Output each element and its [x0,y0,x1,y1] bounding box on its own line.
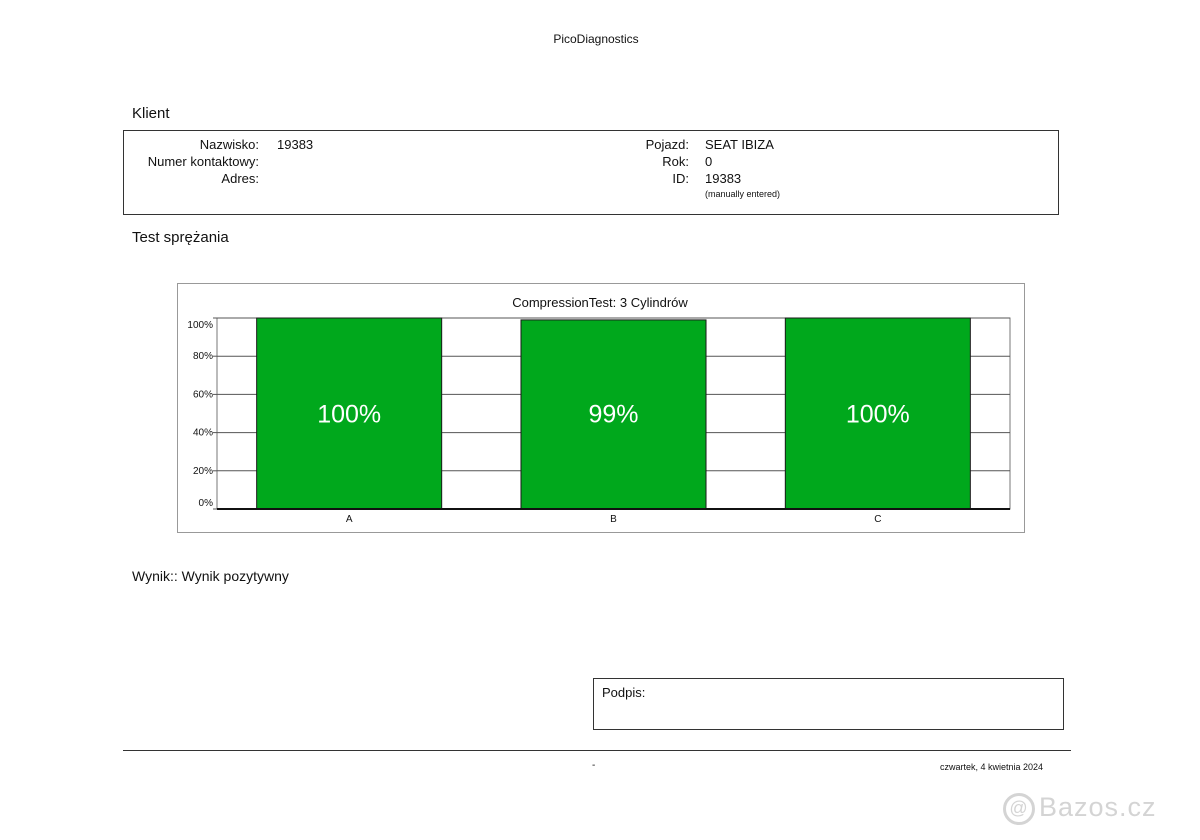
y-tick-label: 60% [193,389,213,400]
field-value: 0 [705,154,713,169]
client-info-box [123,130,1059,215]
field-value: 19383 [705,171,742,186]
watermark-text: Bazos.cz [1039,792,1157,822]
test-section-title: Test sprężania [132,229,229,246]
field-label: Pojazd: [645,137,689,152]
bar-value-label: 99% [588,401,638,429]
field-label: Adres: [221,171,259,186]
chart-frame [177,283,1025,533]
field-value: SEAT IBIZA [705,137,774,152]
bar-value-label: 100% [317,401,381,429]
field-label: Nazwisko: [199,137,259,152]
y-tick-label: 100% [187,320,213,331]
bar [256,317,443,510]
id-note: (manually entered) [705,189,781,199]
client-section-title: Klient [132,105,170,122]
x-tick-label: B [610,514,617,525]
y-tick-label: 80% [193,351,213,362]
footer-page-marker: - [592,760,596,771]
field-label: Rok: [662,154,689,169]
bar [784,317,971,510]
footer-date: czwartek, 4 kwietnia 2024 [940,762,1044,772]
y-tick-label: 20% [193,466,213,477]
chart-title: CompressionTest: 3 Cylindrów [512,295,688,310]
field-label: Numer kontaktowy: [147,154,259,169]
bar-value-label: 100% [846,401,910,429]
field-value: 19383 [277,137,314,152]
y-tick-label: 40% [193,428,213,439]
x-tick-label: A [346,514,353,525]
field-label: ID: [672,171,689,186]
bar [520,319,707,510]
y-tick-label: 0% [199,498,214,509]
footer-divider [123,750,1071,751]
result-text: Wynik:: Wynik pozytywny [132,568,289,584]
app-title: PicoDiagnostics [553,32,639,46]
watermark: @ Bazos.cz [1003,792,1157,825]
signature-label: Podpis: [602,685,646,700]
signature-box [593,678,1064,730]
at-sign-icon: @ [1003,792,1035,825]
x-tick-label: C [874,514,881,525]
